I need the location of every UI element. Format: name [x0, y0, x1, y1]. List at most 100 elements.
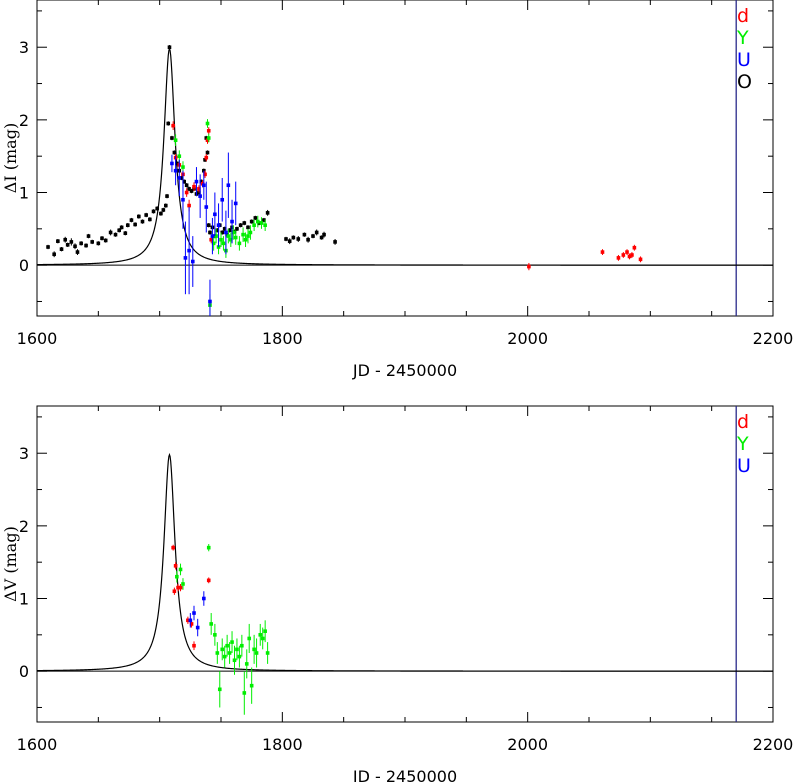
data-point [73, 244, 77, 249]
data-point [263, 629, 267, 633]
data-point [183, 256, 188, 260]
data-point [181, 582, 185, 586]
data-point [265, 211, 270, 215]
data-point [235, 647, 239, 652]
data-point [227, 228, 232, 233]
panel-delta-v: 1600 1800 2000 2200 0 1 2 3 JD - 2450000 ΔV (mag)… [1, 405, 793, 782]
data-point [192, 611, 196, 615]
data-point [133, 222, 137, 227]
data-point [186, 618, 190, 623]
data-point [621, 253, 626, 257]
data-point [192, 643, 196, 648]
data-point [296, 237, 301, 241]
data-point [197, 187, 201, 191]
data-point [171, 545, 175, 550]
data-point [237, 654, 242, 659]
x-tick-label: 2000 [507, 735, 548, 754]
data-point [208, 230, 212, 235]
data-point [181, 197, 185, 202]
legend-entry: U [737, 455, 751, 477]
data-point [137, 214, 141, 219]
data-point [125, 223, 130, 227]
y-tick-label: 1 [19, 184, 29, 203]
data-point [52, 252, 56, 257]
data-point [262, 218, 266, 222]
data-point [190, 259, 195, 264]
data-point [244, 662, 249, 666]
data-point [306, 237, 310, 242]
data-point [204, 136, 209, 140]
data-point [206, 223, 211, 227]
data-point [129, 218, 134, 222]
data-point [222, 227, 227, 231]
legend-entry: d [737, 411, 749, 433]
data-point [165, 194, 169, 198]
data-point [287, 239, 292, 243]
data-point [246, 225, 250, 230]
data-point [220, 197, 225, 202]
data-point [242, 691, 247, 695]
data-point [166, 121, 171, 126]
data-point [291, 235, 296, 240]
data-point [254, 651, 259, 655]
data-point [256, 219, 260, 224]
data-point [224, 230, 228, 235]
data-point [237, 241, 242, 246]
data-point [214, 234, 218, 238]
data-point [113, 232, 118, 237]
data-point [210, 234, 215, 238]
x-tick-label: 2000 [507, 329, 548, 348]
data-point [187, 248, 191, 253]
data-point [188, 618, 193, 623]
data-point [63, 237, 68, 242]
data-point [195, 625, 200, 630]
legend-entry: d [737, 5, 749, 27]
data-point [222, 654, 227, 659]
data-point [198, 194, 202, 198]
data-point [259, 221, 264, 225]
data-point [177, 154, 182, 158]
data-point [206, 545, 211, 550]
data-point [155, 206, 160, 211]
x-tick-label: 2200 [753, 329, 794, 348]
model-curve [36, 452, 773, 672]
data-point [209, 237, 213, 242]
data-point [65, 243, 70, 247]
data-point [219, 237, 223, 242]
series-d [171, 544, 211, 651]
data-point [229, 237, 233, 242]
data-point [176, 585, 180, 590]
series-U [170, 152, 238, 316]
data-point [172, 589, 177, 594]
data-point [230, 219, 234, 224]
data-point [75, 250, 80, 254]
data-point [159, 211, 163, 216]
data-point [208, 299, 212, 304]
data-point [314, 230, 319, 235]
data-point [205, 150, 210, 155]
data-point [322, 232, 326, 237]
data-point [249, 683, 254, 688]
data-point [86, 234, 91, 238]
data-point [232, 658, 237, 663]
data-point [226, 234, 231, 238]
data-point [253, 216, 258, 220]
data-point [235, 227, 239, 231]
data-point [151, 209, 156, 214]
data-point [252, 223, 256, 227]
data-point [184, 190, 189, 195]
data-point [213, 212, 217, 217]
data-point [178, 585, 183, 590]
data-point [302, 232, 307, 237]
data-point [625, 250, 629, 254]
data-point [206, 136, 211, 140]
series-Y [175, 544, 270, 715]
data-point [172, 150, 177, 155]
data-point [242, 221, 247, 225]
data-point [181, 165, 185, 169]
x-tick-label: 1600 [17, 329, 58, 348]
data-point [238, 223, 243, 227]
data-point [252, 647, 256, 652]
data-point [205, 121, 210, 126]
